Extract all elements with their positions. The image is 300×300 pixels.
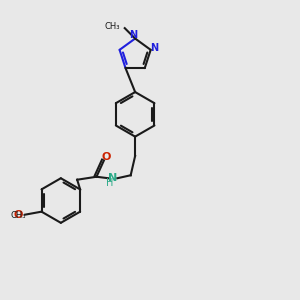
- Text: N: N: [108, 173, 118, 183]
- Text: N: N: [150, 44, 158, 53]
- Text: CH₃: CH₃: [105, 22, 120, 31]
- Text: O: O: [102, 152, 111, 162]
- Text: CH₃: CH₃: [10, 211, 26, 220]
- Text: H: H: [106, 178, 113, 188]
- Text: N: N: [130, 30, 138, 40]
- Text: O: O: [14, 210, 23, 220]
